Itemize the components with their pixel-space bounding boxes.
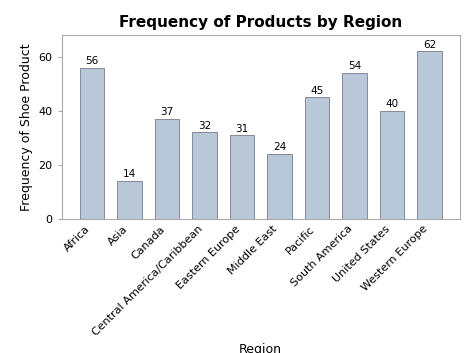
Text: 54: 54 bbox=[348, 61, 361, 71]
Bar bbox=[230, 135, 254, 219]
Bar bbox=[342, 73, 367, 219]
X-axis label: Region: Region bbox=[239, 343, 282, 353]
Bar bbox=[155, 119, 179, 219]
Text: 56: 56 bbox=[85, 56, 99, 66]
Bar bbox=[192, 132, 217, 219]
Text: 31: 31 bbox=[235, 124, 248, 133]
Bar bbox=[267, 154, 292, 219]
Bar bbox=[305, 97, 329, 219]
Text: 24: 24 bbox=[273, 143, 286, 152]
Text: 37: 37 bbox=[160, 107, 173, 117]
Text: 45: 45 bbox=[310, 86, 324, 96]
Bar bbox=[380, 111, 404, 219]
Text: 32: 32 bbox=[198, 121, 211, 131]
Y-axis label: Frequency of Shoe Product: Frequency of Shoe Product bbox=[20, 43, 33, 211]
Bar bbox=[117, 181, 142, 219]
Title: Frequency of Products by Region: Frequency of Products by Region bbox=[119, 15, 402, 30]
Bar bbox=[417, 52, 442, 219]
Bar bbox=[80, 68, 104, 219]
Text: 62: 62 bbox=[423, 40, 436, 50]
Text: 40: 40 bbox=[385, 99, 399, 109]
Text: 14: 14 bbox=[123, 169, 136, 179]
